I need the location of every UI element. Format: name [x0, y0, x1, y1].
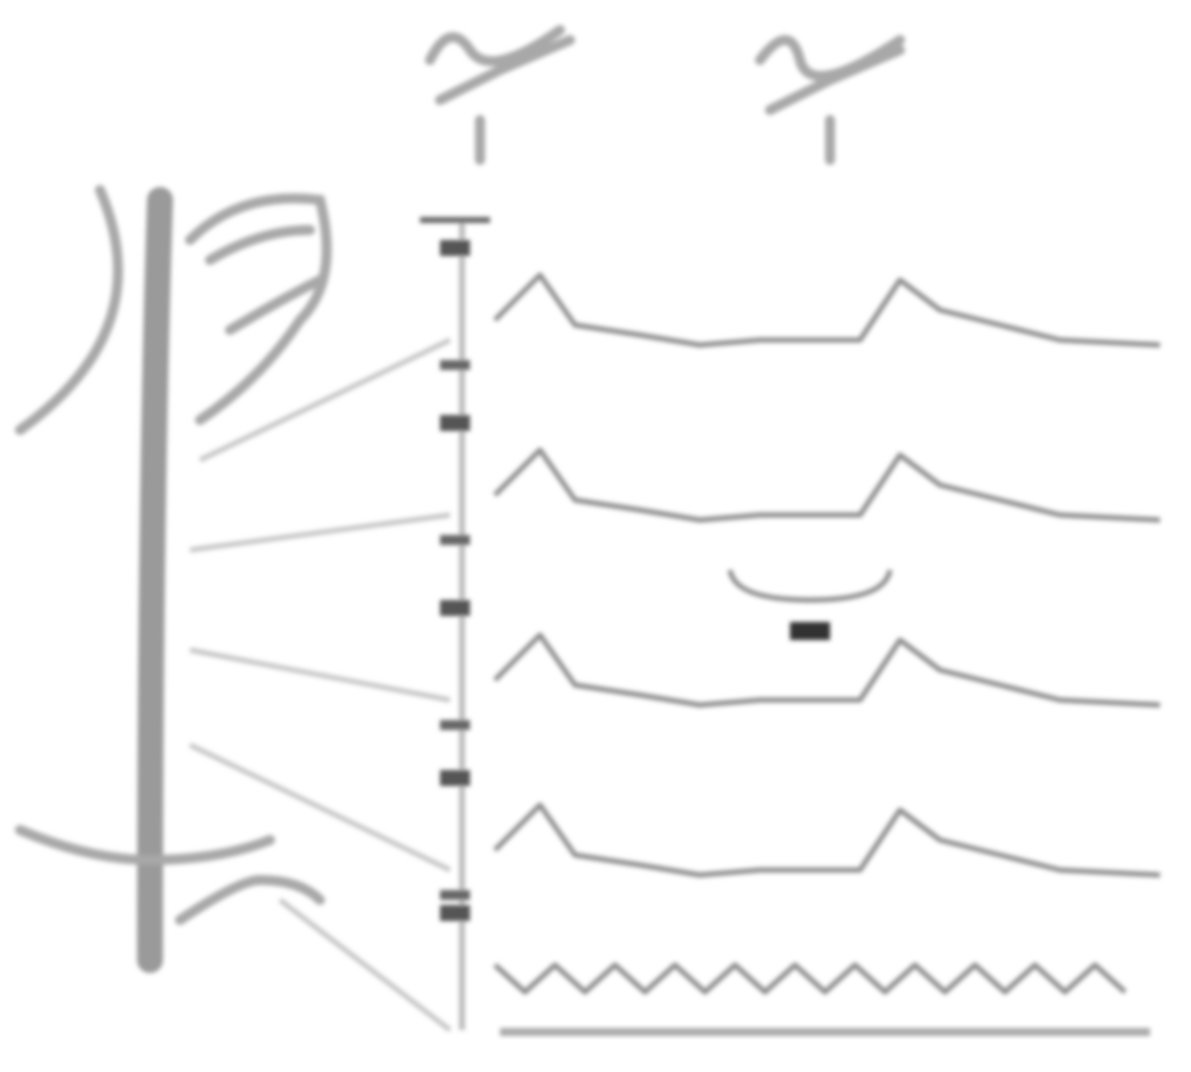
scale-mark [440, 240, 470, 256]
trace [495, 635, 1160, 705]
figure [0, 0, 1191, 1072]
scale-mark [440, 600, 470, 616]
scale-mark [440, 905, 470, 921]
column [150, 200, 160, 960]
scale-mark [440, 360, 470, 370]
bracket [730, 570, 890, 600]
top-marks [480, 120, 830, 160]
connector [190, 340, 450, 1030]
branch [20, 190, 118, 430]
scale-mark [440, 720, 470, 730]
scale-mark [790, 622, 830, 640]
scale-mark [440, 415, 470, 431]
trace [495, 965, 1125, 992]
scale-mark [440, 535, 470, 545]
scale-mark [440, 890, 470, 900]
page: (() => { const svg = document.getElement… [0, 0, 1191, 1072]
top-sketch-right [760, 40, 900, 110]
figure-drawing [20, 30, 1160, 1032]
trace [495, 275, 1160, 345]
trace [495, 450, 1160, 520]
scale-mark [440, 770, 470, 786]
top-sketch-left [430, 30, 570, 100]
trace [495, 805, 1160, 875]
